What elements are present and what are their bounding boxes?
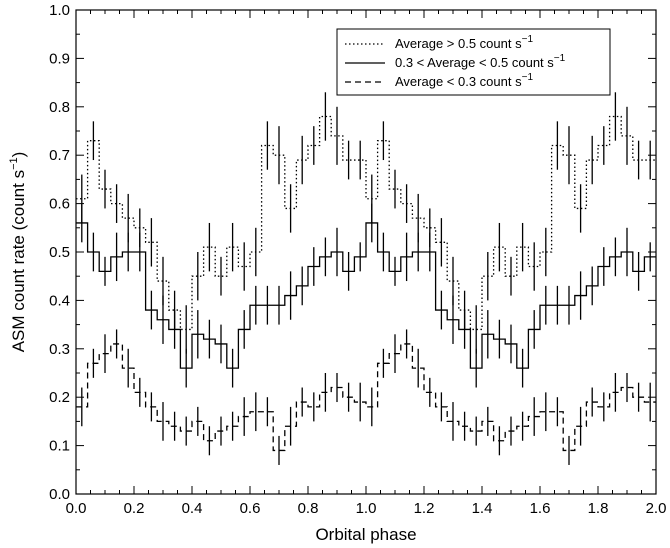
x-tick-label: 0.8 (298, 500, 319, 517)
y-tick-label: 1.0 (49, 2, 70, 19)
x-axis-label: Orbital phase (315, 525, 416, 544)
x-tick-label: 0.0 (66, 500, 87, 517)
y-axis-label: ASM count rate (count s−1) (8, 152, 28, 353)
x-tick-label: 1.2 (414, 500, 435, 517)
legend: Average > 0.5 count s−1 0.3 < Average < … (336, 28, 611, 96)
x-tick-label: 1.6 (530, 500, 551, 517)
x-tick-label: 0.6 (240, 500, 261, 517)
y-tick-label: 0.6 (49, 196, 70, 213)
x-tick-label: 1.8 (588, 500, 609, 517)
y-axis-label-suffix: ) (9, 152, 28, 158)
series-line (76, 343, 656, 452)
x-tick-label: 0.4 (182, 500, 203, 517)
y-ticks: 0.0 0.1 0.2 0.3 0.4 0.5 0.6 0.7 0.8 0.9 1.0 (49, 2, 656, 503)
y-tick-label: 0.0 (49, 486, 70, 503)
series-dashed (76, 329, 656, 465)
y-axis-label-superscript: −1 (8, 157, 20, 170)
x-tick-label: 1.4 (472, 500, 493, 517)
x-ticks: 0.0 0.2 0.4 0.6 0.8 1.0 1.2 1.4 1.6 1.8 2.0 (66, 10, 667, 517)
legend-entry-mid: 0.3 < Average < 0.5 count s−1 (395, 53, 566, 70)
legend-box (336, 28, 611, 96)
y-tick-label: 0.1 (49, 438, 70, 455)
series-solid (76, 203, 656, 388)
series-layer (76, 92, 656, 465)
legend-entry-low: Average < 0.3 count s−1 (395, 72, 533, 89)
y-tick-label: 0.9 (49, 50, 70, 67)
x-tick-label: 0.2 (124, 500, 145, 517)
legend-entry-high: Average > 0.5 count s−1 (395, 34, 533, 51)
y-tick-label: 0.8 (49, 99, 70, 116)
y-tick-label: 0.4 (49, 292, 70, 309)
y-tick-label: 0.2 (49, 389, 70, 406)
series-dotted (76, 92, 656, 354)
y-tick-label: 0.5 (49, 244, 70, 261)
x-tick-label: 1.0 (356, 500, 377, 517)
x-tick-label: 2.0 (646, 500, 667, 517)
y-tick-label: 0.3 (49, 341, 70, 358)
y-tick-label: 0.7 (49, 147, 70, 164)
y-axis-label-main: ASM count rate (count s (9, 170, 28, 352)
